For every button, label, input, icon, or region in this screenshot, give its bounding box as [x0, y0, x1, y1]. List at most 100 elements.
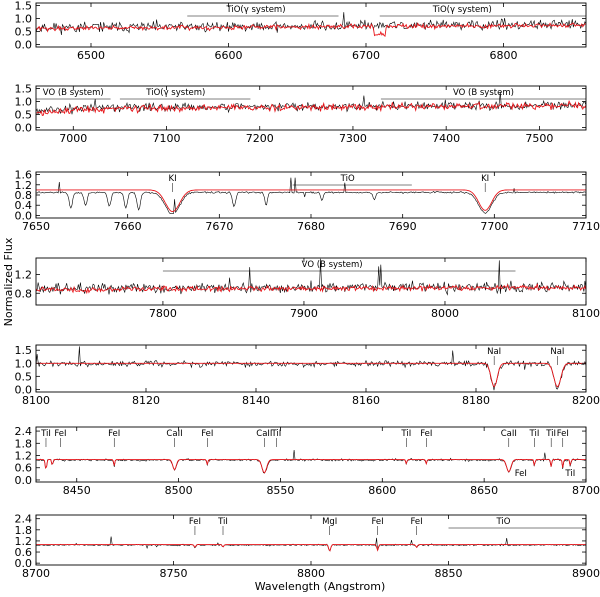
x-tick-label: 8180	[462, 394, 490, 407]
annotation-label: FeI	[189, 517, 201, 527]
series-observed	[36, 346, 586, 391]
x-tick-label: 6800	[490, 49, 518, 62]
annotation-label: TiI	[529, 429, 540, 439]
y-tick-label: 1.2	[15, 450, 33, 463]
y-tick-label: 0.6	[15, 462, 33, 475]
series-observed	[36, 536, 586, 552]
panel-frame	[35, 85, 587, 131]
y-tick-label: 1.5	[15, 83, 33, 96]
y-axis-title: Normalized Flux	[2, 237, 15, 326]
x-tick-label: 8700	[572, 484, 600, 497]
panel-frame	[35, 257, 587, 306]
x-tick-label: 7300	[339, 132, 367, 145]
x-tick-label: 7500	[525, 132, 553, 145]
annotation-label: FeI	[371, 517, 383, 527]
y-tick-label: 1.0	[15, 13, 33, 26]
series-observed	[36, 258, 586, 296]
y-tick-label: 0.8	[15, 189, 33, 202]
x-tick-label: 6500	[77, 49, 105, 62]
y-tick-label: 0.0	[15, 121, 33, 134]
panel-frame	[35, 426, 587, 483]
y-tick-label: 1.2	[15, 268, 33, 281]
panel-4: 7800 7900 8000 8100 0.8 1.2 VO (B system)	[15, 257, 600, 320]
x-tick-label: 7700	[480, 220, 508, 233]
x-tick-label: 8900	[572, 567, 600, 580]
annotation-label: CaII	[256, 429, 272, 439]
x-tick-label: 8100	[22, 394, 50, 407]
x-tick-label: 8650	[470, 484, 498, 497]
panel-frame	[35, 171, 587, 219]
annotation-label: CaII	[166, 429, 182, 439]
annotation-label: NaI	[487, 347, 501, 357]
x-tick-label: 7800	[149, 307, 177, 320]
annotation-label: TiI	[400, 429, 411, 439]
series-observed	[36, 449, 586, 474]
x-tick-label: 8700	[22, 567, 50, 580]
y-tick-label: 1.5	[15, 0, 33, 13]
annotation-label: VO (B system)	[43, 88, 104, 98]
x-tick-label: 8120	[132, 394, 160, 407]
series-model	[36, 22, 586, 37]
x-tick-label: 6700	[352, 49, 380, 62]
x-tick-label: 7650	[22, 220, 50, 233]
y-tick-label: 0.8	[15, 287, 33, 300]
annotation-label: FeI	[108, 429, 120, 439]
series-model	[36, 362, 586, 388]
x-tick-label: 8160	[352, 394, 380, 407]
y-tick-label: 0.0	[15, 38, 33, 51]
x-tick-label: 7100	[153, 132, 181, 145]
panel-1: 6500 6600 6700 6800 0.00.51.01.5 TiO(γ system…	[15, 0, 587, 62]
annotation-label: TiO(γ system)	[432, 5, 492, 15]
y-tick-label: 0.5	[15, 25, 33, 38]
y-tick-label: 2.4	[15, 513, 33, 526]
annotation-label: FeI	[411, 517, 423, 527]
x-tick-label: 8750	[160, 567, 188, 580]
x-tick-label: 8800	[297, 567, 325, 580]
panel-frame	[35, 344, 587, 393]
panel-2: 7000 7100 7200 7300 7400 7500 0.00.51.01.5 VO (…	[15, 83, 587, 145]
annotation-label: TiO(γ system)	[145, 88, 205, 98]
y-tick-label: 0.6	[15, 546, 33, 559]
x-tick-label: 7680	[297, 220, 325, 233]
x-tick-label: 7670	[205, 220, 233, 233]
series-observed	[36, 177, 586, 215]
y-tick-label: 1.8	[15, 437, 33, 450]
annotation-label: FeI	[201, 429, 213, 439]
y-tick-label: 1.2	[15, 179, 33, 192]
panel-5: 8100 8120 8140 8160 8180 8200 0.00.51.01.5 NaI N…	[15, 344, 600, 407]
annotation-label: FeI	[420, 429, 432, 439]
x-tick-label: 8600	[368, 484, 396, 497]
y-tick-label: 1.0	[15, 357, 33, 370]
x-tick-label: 8140	[242, 394, 270, 407]
annotation-label: FeI	[557, 429, 569, 439]
y-tick-label: 0.5	[15, 108, 33, 121]
annotation-label: TiI	[545, 429, 556, 439]
x-tick-label: 7200	[246, 132, 274, 145]
panel-6: 8450 8500 8550 8600 8650 8700 0.00.61.21.82.4 T…	[15, 425, 600, 497]
x-tick-label: 7900	[290, 307, 318, 320]
y-tick-label: 1.0	[15, 96, 33, 109]
panel-frame	[35, 2, 587, 48]
y-tick-label: 0.0	[15, 474, 33, 487]
panel-7: 8700 8750 8800 8850 8900 0.00.61.21.82.4 FeI Ti…	[15, 513, 600, 580]
y-tick-label: 1.2	[15, 535, 33, 548]
series-model	[36, 189, 586, 213]
y-tick-label: 0.4	[15, 199, 33, 212]
x-tick-label: 8100	[572, 307, 600, 320]
series-model	[36, 459, 586, 474]
x-tick-label: 8000	[431, 307, 459, 320]
annotation-label: TiO	[340, 174, 355, 184]
annotation-label: FeI	[515, 469, 527, 479]
y-tick-label: 2.4	[15, 425, 33, 438]
x-axis-title: Wavelength (Angstrom)	[255, 580, 386, 593]
x-tick-label: 7660	[114, 220, 142, 233]
annotation-label: CaII	[501, 429, 517, 439]
x-tick-label: 8850	[435, 567, 463, 580]
x-tick-label: 8550	[266, 484, 294, 497]
y-tick-label: 0.5	[15, 370, 33, 383]
series-model	[36, 283, 586, 295]
annotation-label: TiI	[270, 429, 281, 439]
annotation-label: TiO(γ system)	[225, 5, 285, 15]
